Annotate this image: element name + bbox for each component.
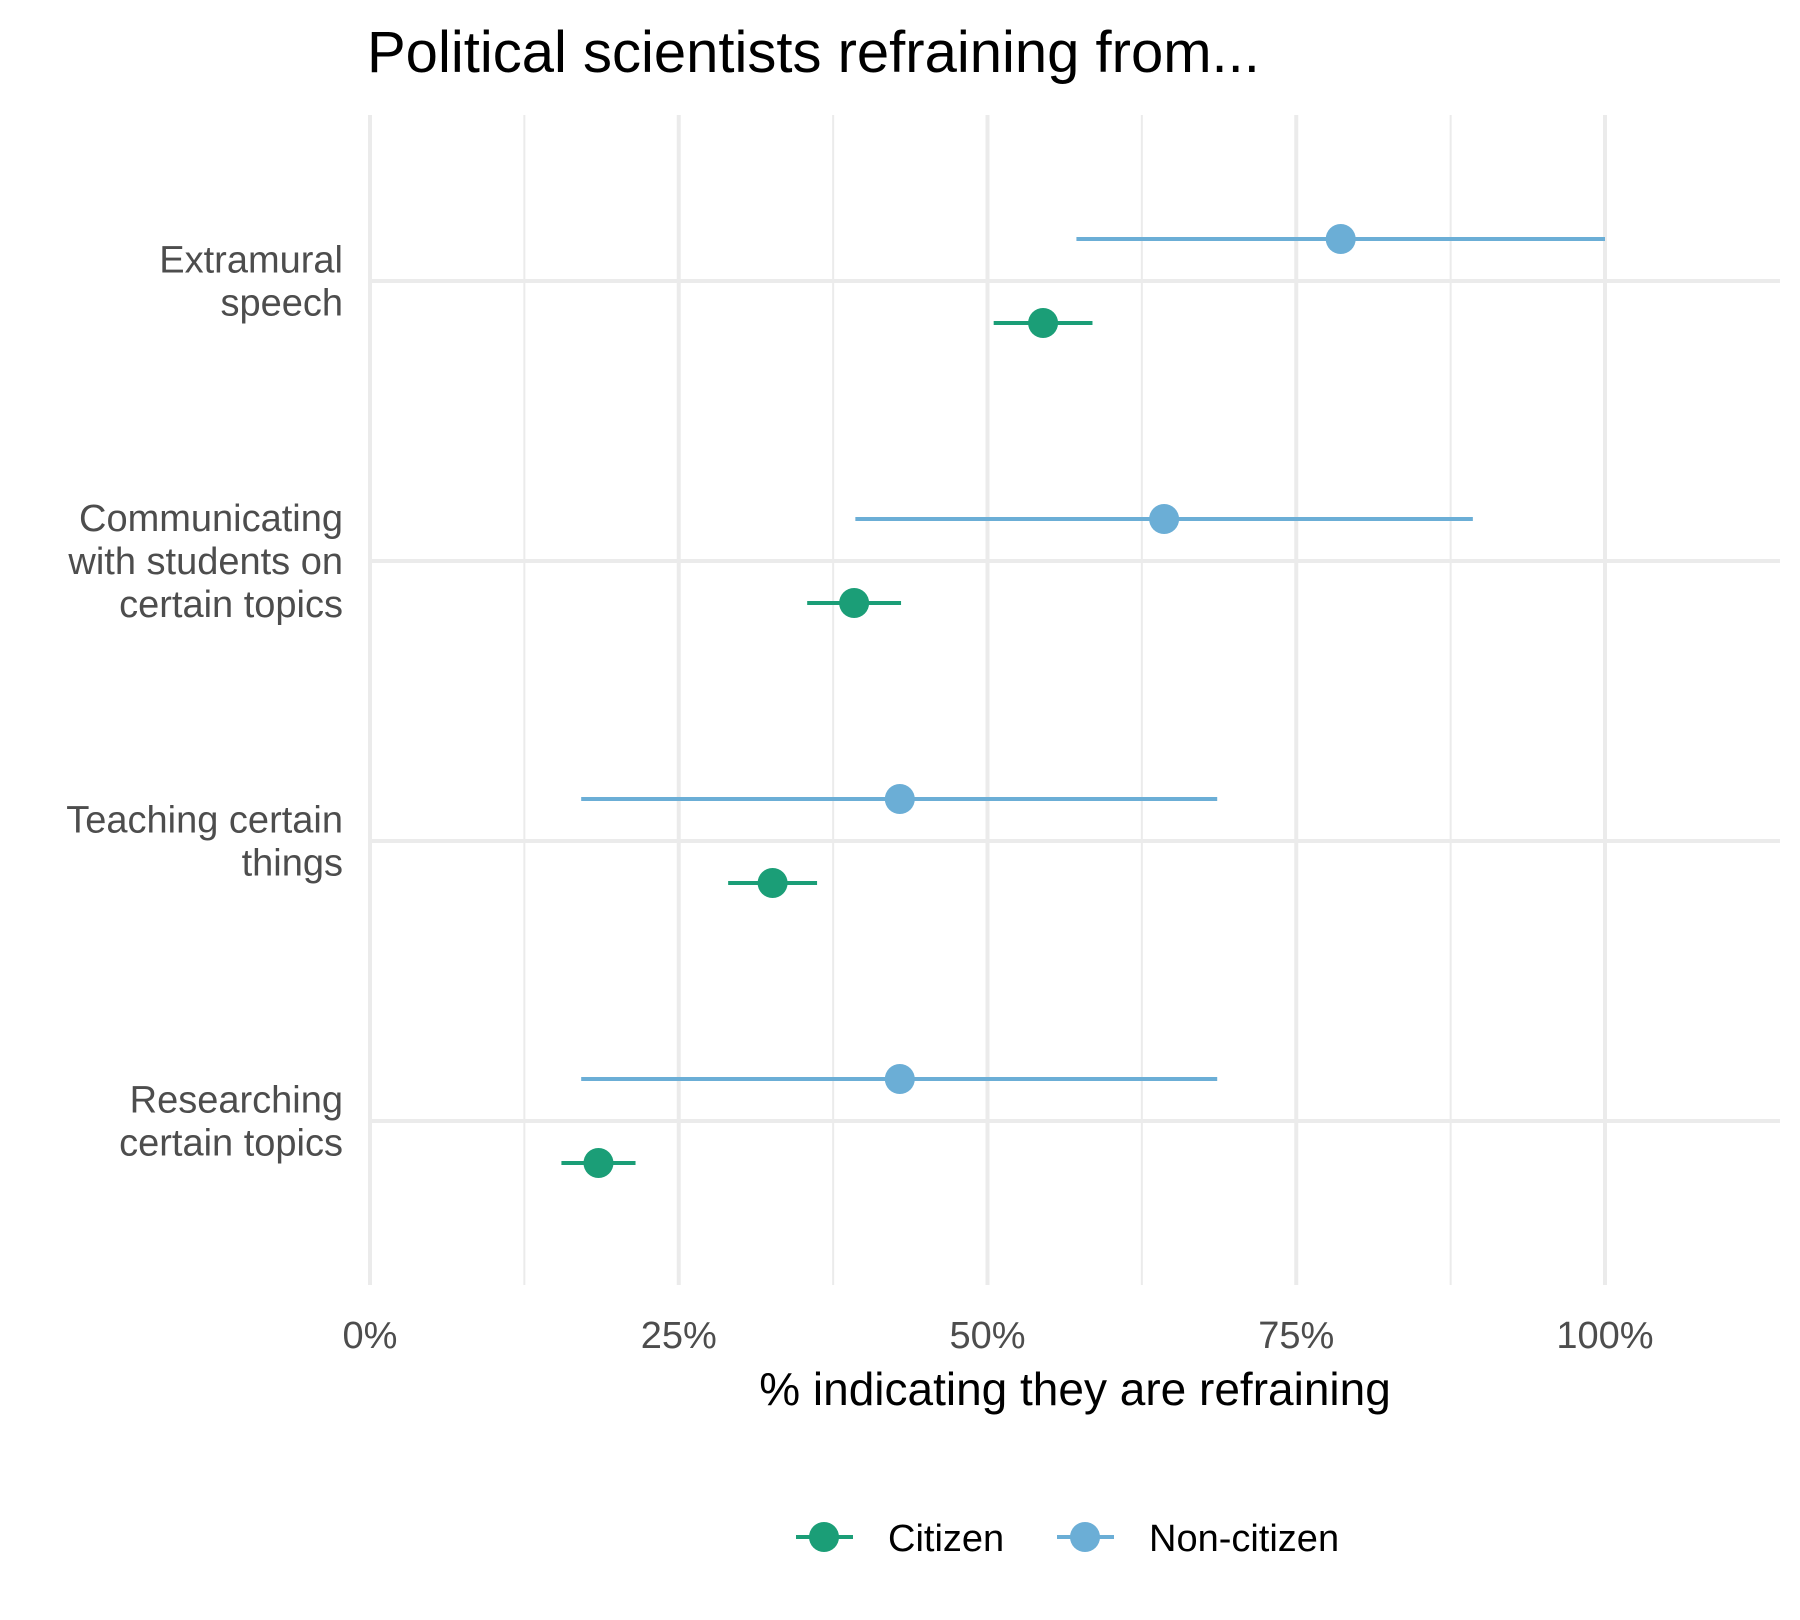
- data-point: [1028, 308, 1059, 338]
- data-point: [884, 1064, 915, 1094]
- labels-layer: 0% 25% 50% 75% 100% Extramural speech Communica…: [66, 240, 1653, 1358]
- data-point: [1325, 224, 1356, 254]
- category-label-line: Researching: [130, 1080, 343, 1122]
- x-tick-label: 0%: [343, 1315, 398, 1357]
- category-label-line: with students on: [67, 541, 343, 583]
- legend-label: Non-citizen: [1149, 1518, 1339, 1560]
- data-point: [884, 784, 915, 814]
- category-label-line: certain topics: [119, 1123, 343, 1165]
- legend-key-point: [1070, 1522, 1100, 1552]
- category-label-line: things: [242, 843, 343, 885]
- data-point: [839, 588, 870, 618]
- data-point: [583, 1148, 614, 1178]
- x-axis-title: % indicating they are refraining: [759, 1363, 1391, 1415]
- data-point: [757, 868, 788, 898]
- category-label-line: Teaching certain: [66, 800, 343, 842]
- marks-layer: [561, 224, 1605, 1178]
- x-tick-label: 100%: [1556, 1315, 1653, 1357]
- category-label-line: Communicating: [79, 498, 343, 540]
- data-point: [1149, 504, 1180, 534]
- category-label-communicating: Communicating with students on certain top…: [67, 498, 343, 626]
- x-tick-label: 50%: [949, 1315, 1025, 1357]
- legend-label: Citizen: [888, 1518, 1004, 1560]
- category-label-teaching: Teaching certain things: [66, 800, 343, 885]
- chart-title: Political scientists refraining from...: [367, 20, 1260, 85]
- legend-key-point: [809, 1522, 839, 1552]
- x-tick-label: 75%: [1258, 1315, 1334, 1357]
- grid-layer: [368, 115, 1780, 1285]
- legend: Citizen Non-citizen: [796, 1518, 1339, 1560]
- category-label-line: certain topics: [119, 584, 343, 626]
- category-label-line: Extramural: [159, 240, 343, 282]
- category-label-extramural: Extramural speech: [159, 240, 343, 325]
- x-tick-label: 25%: [641, 1315, 717, 1357]
- category-label-researching: Researching certain topics: [119, 1080, 343, 1165]
- category-label-line: speech: [220, 283, 343, 325]
